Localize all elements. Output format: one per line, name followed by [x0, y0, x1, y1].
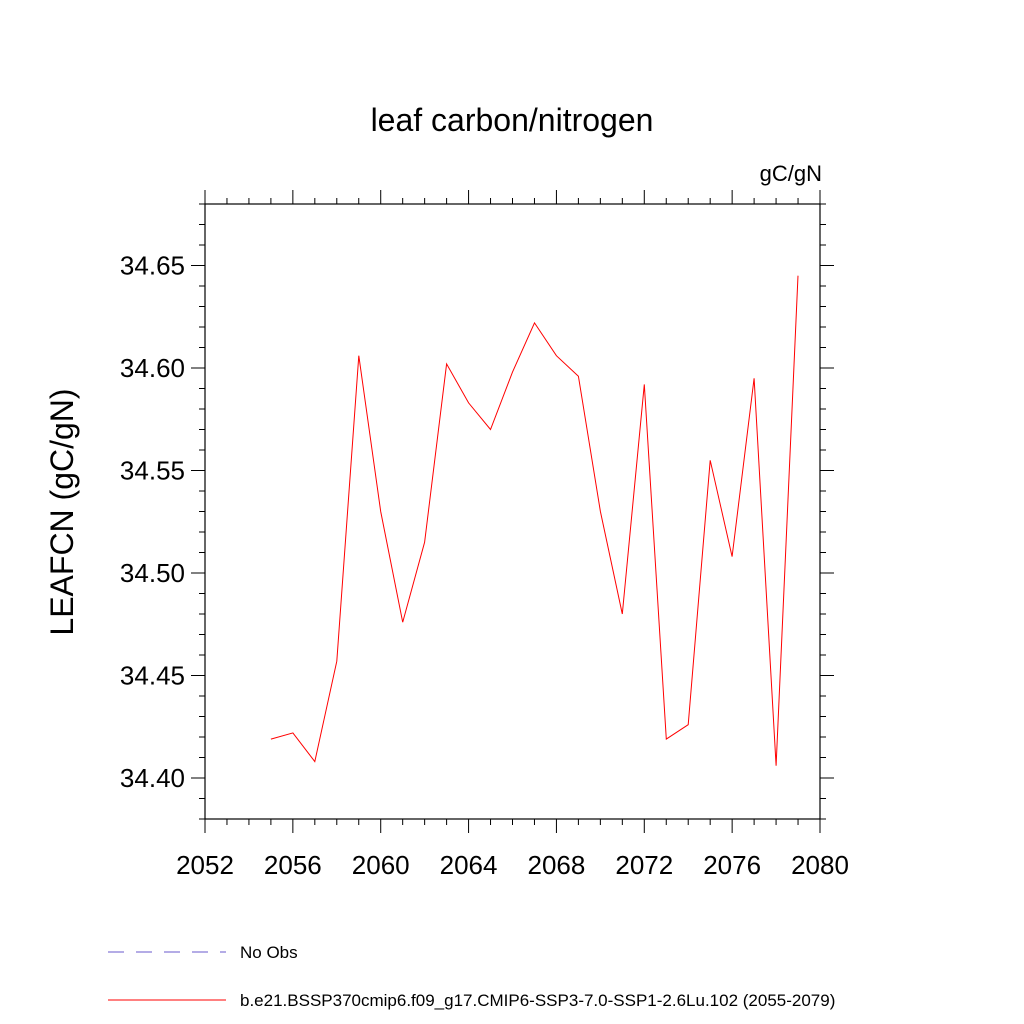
chart-title: leaf carbon/nitrogen: [371, 102, 654, 138]
series-line: [270, 275, 799, 766]
legend-label: b.e21.BSSP370cmip6.f09_g17.CMIP6-SSP3-7.…: [240, 991, 835, 1010]
x-tick-label: 2064: [440, 850, 498, 880]
y-tick-labels: 34.40 34.45 34.50 34.55 34.60 34.65: [120, 251, 185, 794]
y-tick-label: 34.55: [120, 456, 185, 486]
y-axis-label: LEAFCN (gC/gN): [44, 388, 80, 635]
x-tick-labels: 2052 2056 2060 2064 2068 2072 2076 2080: [176, 850, 849, 880]
y-tick-label: 34.45: [120, 661, 185, 691]
x-tick-label: 2080: [791, 850, 849, 880]
x-tick-label: 2056: [264, 850, 322, 880]
units-label: gC/gN: [760, 161, 822, 186]
x-tick-label: 2068: [528, 850, 586, 880]
series-group: [270, 275, 799, 766]
x-tick-label: 2076: [703, 850, 761, 880]
x-tick-label: 2052: [176, 850, 234, 880]
y-tick-label: 34.50: [120, 558, 185, 588]
x-tick-label: 2072: [615, 850, 673, 880]
legend: No Obs b.e21.BSSP370cmip6.f09_g17.CMIP6-S…: [108, 943, 835, 1010]
plot-frame: [204, 203, 821, 820]
x-tick-label: 2060: [352, 850, 410, 880]
y-tick-label: 34.60: [120, 353, 185, 383]
y-tick-label: 34.40: [120, 763, 185, 793]
y-tick-label: 34.65: [120, 251, 185, 281]
legend-label: No Obs: [240, 943, 298, 962]
axis-ticks: [191, 190, 834, 833]
